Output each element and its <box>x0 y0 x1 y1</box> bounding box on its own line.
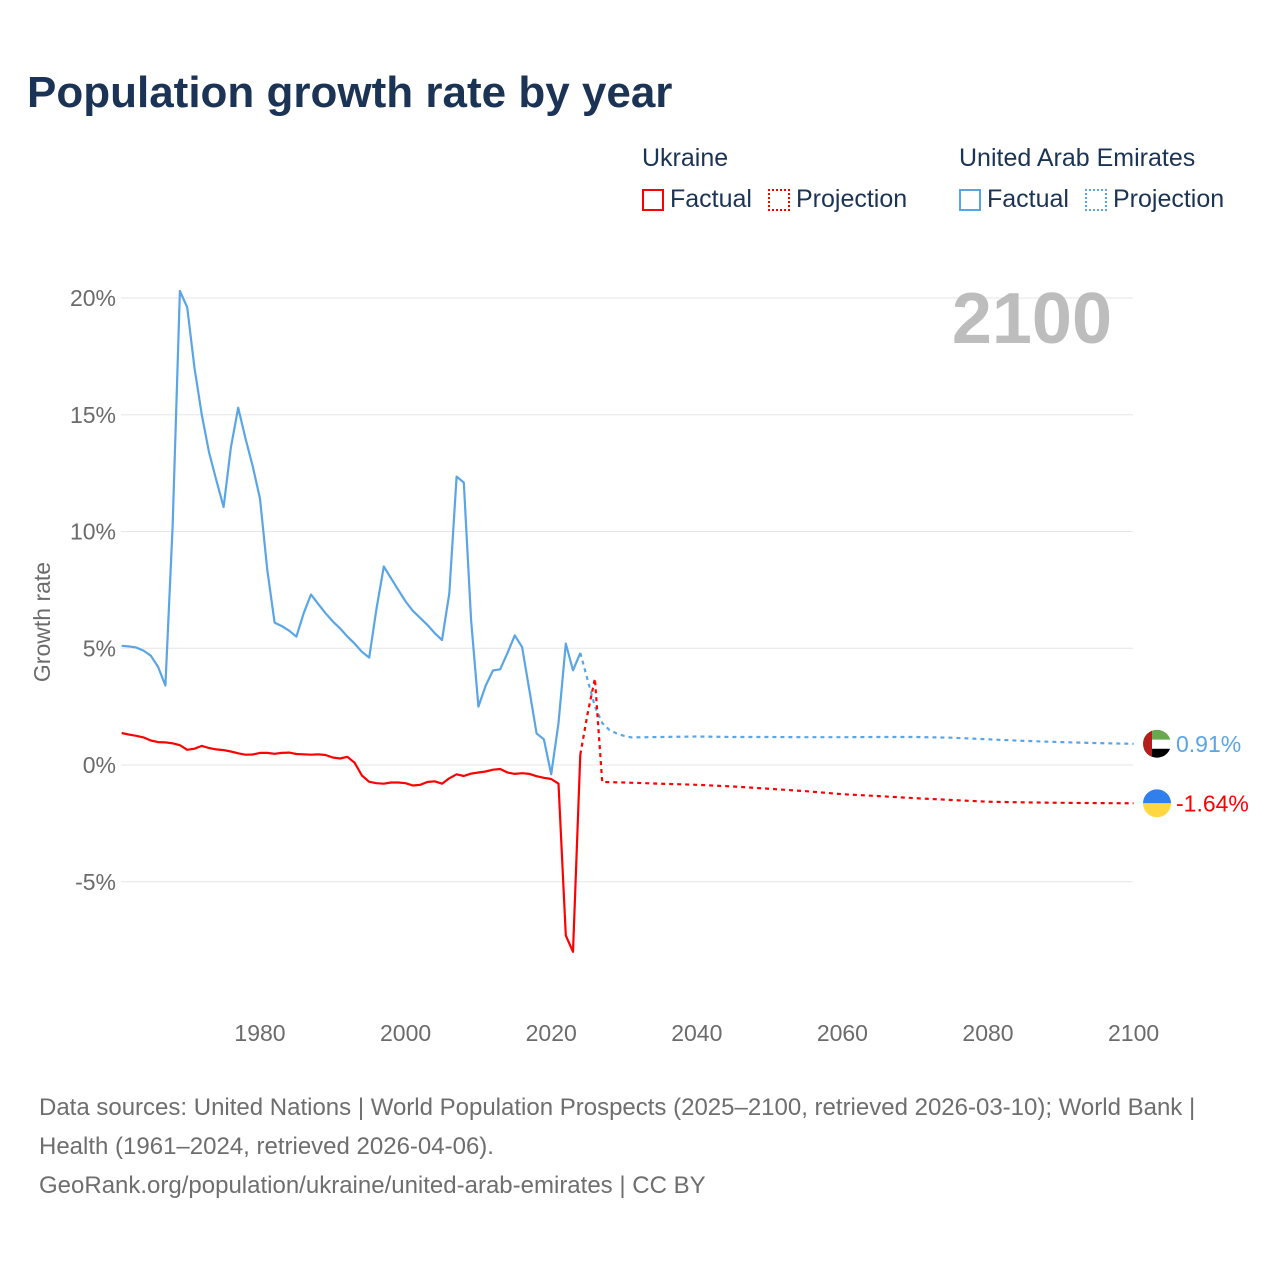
uae-flag-icon <box>1143 729 1171 758</box>
swatch-dotted <box>1084 188 1107 211</box>
united-arab-emirates-factual-line <box>121 289 582 776</box>
year-watermark: 2100 <box>952 279 1112 359</box>
y-tick-label: -5% <box>75 869 116 895</box>
legend-uae-projection[interactable]: Projection <box>1084 185 1225 214</box>
swatch-dotted <box>767 188 790 211</box>
legend-group-name: United Arab Emirates <box>959 144 1196 172</box>
end-value-label: 0.91% <box>1176 731 1241 757</box>
legend-label: Factual <box>987 185 1069 213</box>
y-tick-label: 0% <box>83 752 116 778</box>
data-sources: Data sources: United Nations | World Pop… <box>39 1094 1196 1160</box>
y-tick-label: 10% <box>70 519 116 545</box>
y-axis-label: Growth rate <box>29 562 55 682</box>
x-tick-label: 2080 <box>962 1020 1013 1046</box>
legend-ukraine: Ukraine Factual Projection <box>642 144 907 214</box>
x-tick-label: 2100 <box>1108 1020 1159 1046</box>
legend-group-name: Ukraine <box>642 144 729 172</box>
end-value-label: -1.64% <box>1176 790 1249 816</box>
united-arab-emirates-projection-line <box>579 652 1134 745</box>
y-tick-label: 15% <box>70 402 116 428</box>
x-tick-label: 2020 <box>526 1020 577 1046</box>
x-tick-label: 2000 <box>380 1020 431 1046</box>
ukraine-flag-icon <box>1143 789 1171 818</box>
legend-uae: United Arab Emirates Factual Projection <box>959 144 1224 214</box>
x-tick-label: 2040 <box>671 1020 722 1046</box>
x-tick-label: 2060 <box>817 1020 868 1046</box>
legend-ukraine-factual[interactable]: Factual <box>642 185 752 214</box>
legend-label: Factual <box>670 185 752 213</box>
ukraine-factual-line <box>121 731 582 953</box>
ukraine-projection-line <box>579 678 1134 805</box>
legend-ukraine-projection[interactable]: Projection <box>767 185 908 214</box>
credit-link[interactable]: GeoRank.org/population/ukraine/united-ar… <box>39 1172 706 1199</box>
chart-title: Population growth rate by year <box>27 68 673 117</box>
y-tick-label: 5% <box>83 635 116 661</box>
x-tick-label: 1980 <box>234 1020 285 1046</box>
legend-label: Projection <box>795 185 908 213</box>
legend-uae-factual[interactable]: Factual <box>959 185 1069 214</box>
footer: Data sources: United Nations | World Pop… <box>39 1088 1239 1205</box>
y-tick-label: 20% <box>70 285 116 311</box>
swatch-solid <box>959 188 981 211</box>
swatch-solid <box>642 188 664 211</box>
legend-label: Projection <box>1112 185 1225 213</box>
